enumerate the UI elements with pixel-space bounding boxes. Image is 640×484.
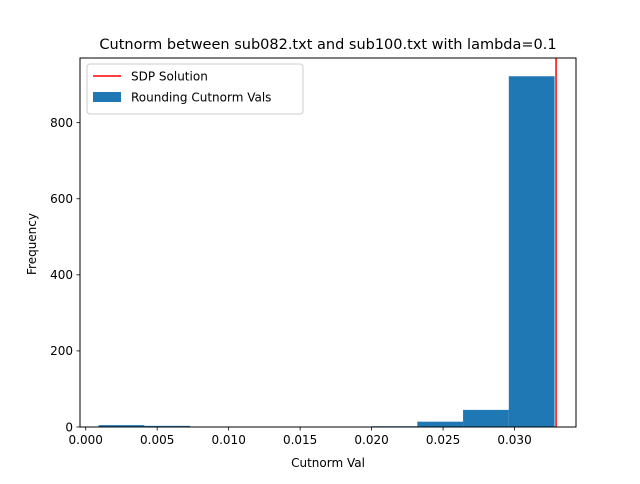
x-tick-label: 0.015 xyxy=(283,433,317,447)
y-tick-label: 800 xyxy=(50,116,73,130)
legend-histogram-swatch xyxy=(93,92,121,102)
x-tick-label: 0.000 xyxy=(69,433,103,447)
x-tick-label: 0.020 xyxy=(354,433,388,447)
x-tick-label: 0.010 xyxy=(211,433,245,447)
y-tick-label: 600 xyxy=(50,192,73,206)
y-tick-label: 0 xyxy=(65,420,73,434)
y-tick-label: 200 xyxy=(50,344,73,358)
x-axis-ticks: 0.000 0.005 0.010 0.015 0.020 0.025 0.030 xyxy=(69,427,532,447)
chart-title: Cutnorm between sub082.txt and sub100.tx… xyxy=(99,37,556,53)
histogram-bar xyxy=(417,422,463,427)
x-tick-label: 0.025 xyxy=(426,433,460,447)
x-axis-label: Cutnorm Val xyxy=(291,456,365,470)
y-axis-label: Frequency xyxy=(25,213,39,275)
legend-histogram-label: Rounding Cutnorm Vals xyxy=(131,91,271,105)
y-axis-ticks: 0 200 400 600 800 xyxy=(50,116,80,434)
histogram-bar xyxy=(463,410,509,427)
x-tick-label: 0.005 xyxy=(140,433,174,447)
y-tick-label: 400 xyxy=(50,268,73,282)
bars-layer xyxy=(99,76,555,427)
legend: SDP Solution Rounding Cutnorm Vals xyxy=(87,64,303,114)
histogram-bar xyxy=(509,76,555,427)
x-tick-label: 0.030 xyxy=(497,433,531,447)
legend-sdp-label: SDP Solution xyxy=(131,70,208,84)
